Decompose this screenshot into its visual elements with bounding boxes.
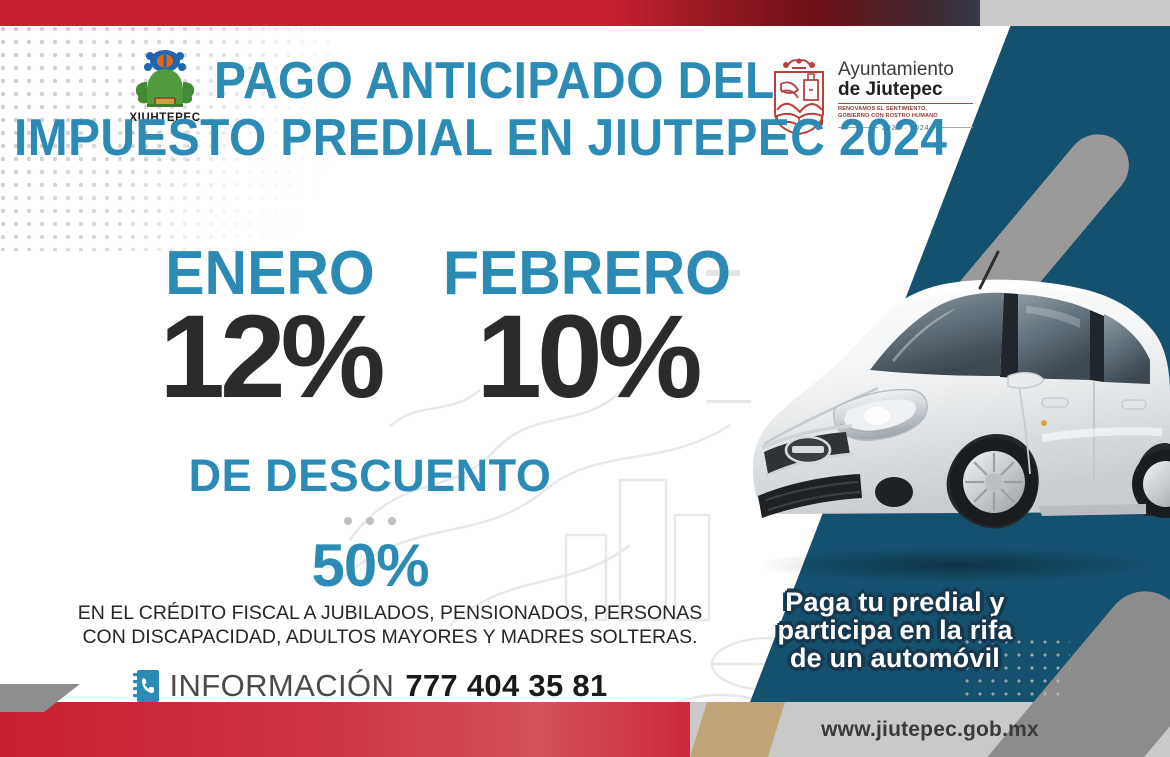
- separator-dot: [366, 517, 374, 525]
- month-percent-febrero: 10%: [476, 291, 702, 423]
- xiuhtepec-logo-label: XIUHTEPEC: [129, 112, 201, 124]
- separator-dot: [343, 517, 352, 525]
- ayuntamiento-line1: Ayuntamiento: [838, 59, 954, 81]
- fineprint-text: EN EL CRÉDITO FISCAL A JUBILADOS, PENSIO…: [60, 602, 720, 650]
- raffle-callout: Paga tu predial y participa en la rifa d…: [770, 588, 1020, 672]
- watermark-landscape-lineart: [339, 389, 731, 626]
- ayuntamiento-line2: de Jiutepec: [838, 78, 943, 100]
- month-name-febrero: FEBRERO: [443, 239, 731, 308]
- discount-months-row: ENERO 12% FEBRERO 10%: [0, 239, 742, 423]
- nissan-hatchback-icon: [752, 250, 1170, 529]
- ayuntamiento-years-row: 2022 · 2024: [838, 122, 974, 132]
- raffle-line-2: participa en la rifa: [777, 615, 1013, 646]
- separator-dot: [388, 517, 397, 525]
- contact-info-row[interactable]: INFORMACIÓN 777 404 35 81: [0, 668, 740, 704]
- dot-separator: [0, 512, 740, 530]
- fineprint-line-1: EN EL CRÉDITO FISCAL A JUBILADOS, PENSIO…: [77, 602, 703, 624]
- raffle-line-3: de un automóvil: [789, 643, 1000, 674]
- raffle-line-1: Paga tu predial y: [785, 587, 1005, 617]
- poster-headline: PAGO ANTICIPADO DEL IMPUESTO PREDIAL EN …: [0, 52, 948, 167]
- credit-percent: 50%: [311, 532, 429, 599]
- ayuntamiento-shield-icon: [774, 58, 824, 136]
- ayuntamiento-tagline-1: RENOVAMOS EL SENTIMIENTO,: [838, 105, 928, 112]
- xiuhtepec-logo: XIUHTEPEC: [126, 48, 204, 136]
- headline-line-1: PAGO ANTICIPADO DEL: [214, 52, 775, 110]
- prize-car-illustration: [742, 248, 1170, 613]
- ayuntamiento-divider: [838, 102, 973, 104]
- top-gray-band: [980, 0, 1170, 26]
- ayuntamiento-years: 2022 · 2024: [881, 122, 930, 132]
- watermark-plus-icon: [706, 256, 740, 290]
- bottom-gold-wedge: [690, 702, 785, 757]
- ayuntamiento-logo: Ayuntamiento de Jiutepec RENOVAMOS EL SE…: [768, 50, 974, 142]
- ayuntamiento-tagline-2: GOBIERNO CON ROSTRO HUMANO: [838, 113, 938, 120]
- fineprint-line-2: CON DISCAPACIDAD, ADULTOS MAYORES Y MADR…: [82, 625, 698, 648]
- phone-book-icon: [132, 670, 159, 702]
- years-rule-left: [838, 126, 878, 128]
- website-url[interactable]: www.jiutepec.gob.mx: [821, 717, 1039, 741]
- info-label: INFORMACIÓN: [169, 668, 395, 703]
- xiuhtepec-frog-glyph-icon: [135, 50, 195, 107]
- month-block-febrero: FEBRERO 10%: [432, 239, 742, 423]
- month-block-enero: ENERO 12%: [100, 239, 440, 423]
- headline-line-2: IMPUESTO PREDIAL EN JIUTEPEC 2024: [14, 108, 948, 167]
- info-phone-number[interactable]: 777 404 35 81: [405, 668, 608, 703]
- month-name-enero: ENERO: [165, 239, 375, 308]
- halftone-dots-small-bottom: [965, 640, 1070, 700]
- discount-label: DE DESCUENTO: [188, 450, 552, 501]
- month-percent-enero: 12%: [159, 291, 385, 423]
- halftone-dots-small-top: [130, 130, 200, 170]
- years-rule-right: [933, 126, 974, 128]
- car-shadow: [762, 548, 1152, 582]
- top-red-band-gradient: [0, 0, 1170, 26]
